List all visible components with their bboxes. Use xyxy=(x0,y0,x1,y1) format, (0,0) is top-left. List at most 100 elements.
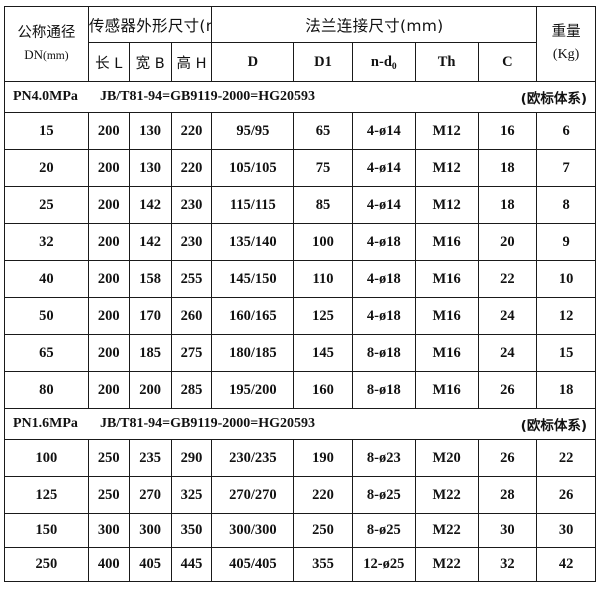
header-col-d: D xyxy=(211,42,295,82)
cell-flange-d: 105/105 xyxy=(211,149,295,187)
cell-c: 28 xyxy=(477,476,538,514)
cell-bolt-holes: 12-ø25 xyxy=(351,547,416,582)
cell-weight: 9 xyxy=(536,223,596,261)
cell-weight: 12 xyxy=(536,297,596,335)
header-col-width: 宽 B xyxy=(128,42,172,82)
cell-flange-d1: 100 xyxy=(293,223,353,261)
cell-c: 26 xyxy=(477,371,538,409)
cell-nominal-diameter: 150 xyxy=(4,513,89,548)
header-flange-dimensions-group: 法兰连接尺寸(mm) xyxy=(211,6,538,43)
cell-c: 18 xyxy=(477,186,538,224)
cell-c: 26 xyxy=(477,439,538,477)
cell-nominal-diameter: 125 xyxy=(4,476,89,514)
cell-weight: 7 xyxy=(536,149,596,187)
cell-thread: M12 xyxy=(414,186,479,224)
cell-thread: M16 xyxy=(414,297,479,335)
header-weight-label: 重量 xyxy=(551,24,581,41)
cell-height: 220 xyxy=(170,112,213,150)
cell-bolt-holes: 8-ø23 xyxy=(351,439,416,477)
cell-bolt-holes: 8-ø18 xyxy=(351,334,416,372)
cell-length: 200 xyxy=(87,112,130,150)
table-row: 100 250 235 290 230/235 190 8-ø23 M20 26 22 xyxy=(4,439,596,477)
header-col-length: 长 L xyxy=(87,42,130,82)
cell-flange-d1: 190 xyxy=(293,439,353,477)
cell-width: 405 xyxy=(128,547,172,582)
cell-nominal-diameter: 20 xyxy=(4,149,89,187)
cell-height: 350 xyxy=(170,513,213,548)
cell-nominal-diameter: 65 xyxy=(4,334,89,372)
cell-c: 32 xyxy=(477,547,538,582)
header-col-bolt-holes-base: n-d xyxy=(370,53,392,70)
cell-height: 285 xyxy=(170,371,213,409)
header-col-c: C xyxy=(477,42,538,82)
cell-flange-d: 180/185 xyxy=(211,334,295,372)
cell-flange-d: 300/300 xyxy=(211,513,295,548)
cell-length: 250 xyxy=(87,439,130,477)
cell-length: 250 xyxy=(87,476,130,514)
table-row: 150 300 300 350 300/300 250 8-ø25 M22 30 30 xyxy=(4,513,596,548)
cell-bolt-holes: 4-ø14 xyxy=(351,149,416,187)
cell-nominal-diameter: 250 xyxy=(4,547,89,582)
cell-thread: M12 xyxy=(414,112,479,150)
cell-bolt-holes: 8-ø25 xyxy=(351,476,416,514)
cell-length: 200 xyxy=(87,260,130,298)
cell-c: 24 xyxy=(477,297,538,335)
cell-width: 200 xyxy=(128,371,172,409)
cell-width: 235 xyxy=(128,439,172,477)
cell-weight: 18 xyxy=(536,371,596,409)
table-row: 250 400 405 445 405/405 355 12-ø25 M22 32 42 xyxy=(4,547,596,582)
cell-bolt-holes: 8-ø18 xyxy=(351,371,416,409)
header-dn-abbrev: DN xyxy=(24,46,44,62)
cell-thread: M16 xyxy=(414,223,479,261)
cell-flange-d1: 250 xyxy=(293,513,353,548)
cell-flange-d1: 125 xyxy=(293,297,353,335)
header-sensor-dimensions-group: 传感器外形尺寸(mm) xyxy=(87,6,213,43)
cell-weight: 22 xyxy=(536,439,596,477)
cell-flange-d1: 355 xyxy=(293,547,353,582)
section-standard-note: (欧标体系) xyxy=(520,91,587,107)
cell-bolt-holes: 4-ø18 xyxy=(351,223,416,261)
cell-length: 400 xyxy=(87,547,130,582)
cell-weight: 10 xyxy=(536,260,596,298)
table-row: 125 250 270 325 270/270 220 8-ø25 M22 28 26 xyxy=(4,476,596,514)
cell-flange-d1: 85 xyxy=(293,186,353,224)
cell-weight: 42 xyxy=(536,547,596,582)
cell-width: 130 xyxy=(128,112,172,150)
section-standard-code: JB/T81-94=GB9119-2000=HG20593 xyxy=(99,416,316,431)
cell-width: 142 xyxy=(128,223,172,261)
table-row: 50 200 170 260 160/165 125 4-ø18 M16 24 12 xyxy=(4,297,596,335)
cell-height: 230 xyxy=(170,223,213,261)
cell-bolt-holes: 8-ø25 xyxy=(351,513,416,548)
cell-flange-d: 230/235 xyxy=(211,439,295,477)
cell-flange-d: 115/115 xyxy=(211,186,295,224)
cell-nominal-diameter: 50 xyxy=(4,297,89,335)
cell-height: 230 xyxy=(170,186,213,224)
cell-c: 24 xyxy=(477,334,538,372)
table-row: 20 200 130 220 105/105 75 4-ø14 M12 18 7 xyxy=(4,149,596,187)
section-header-content: PN1.6MPa JB/T81-94=GB9119-2000=HG20593 (欧标… xyxy=(6,410,595,439)
cell-weight: 8 xyxy=(536,186,596,224)
cell-height: 260 xyxy=(170,297,213,335)
cell-flange-d: 160/165 xyxy=(211,297,295,335)
cell-height: 290 xyxy=(170,439,213,477)
cell-height: 445 xyxy=(170,547,213,582)
cell-nominal-diameter: 40 xyxy=(4,260,89,298)
cell-flange-d: 270/270 xyxy=(211,476,295,514)
flange-specification-table: 公称通径 DN(mm) 传感器外形尺寸(mm) 法兰连接尺寸(mm) 重量 (K… xyxy=(4,6,596,582)
cell-width: 170 xyxy=(128,297,172,335)
cell-flange-d1: 65 xyxy=(293,112,353,150)
cell-width: 158 xyxy=(128,260,172,298)
cell-length: 200 xyxy=(87,297,130,335)
cell-length: 300 xyxy=(87,513,130,548)
cell-height: 325 xyxy=(170,476,213,514)
table-row: 65 200 185 275 180/185 145 8-ø18 M16 24 15 xyxy=(4,334,596,372)
cell-thread: M22 xyxy=(414,513,479,548)
cell-width: 185 xyxy=(128,334,172,372)
table-row: 32 200 142 230 135/140 100 4-ø18 M16 20 9 xyxy=(4,223,596,261)
cell-length: 200 xyxy=(87,371,130,409)
cell-height: 255 xyxy=(170,260,213,298)
cell-flange-d: 195/200 xyxy=(211,371,295,409)
cell-c: 30 xyxy=(477,513,538,548)
header-col-height: 高 H xyxy=(170,42,213,82)
cell-c: 22 xyxy=(477,260,538,298)
